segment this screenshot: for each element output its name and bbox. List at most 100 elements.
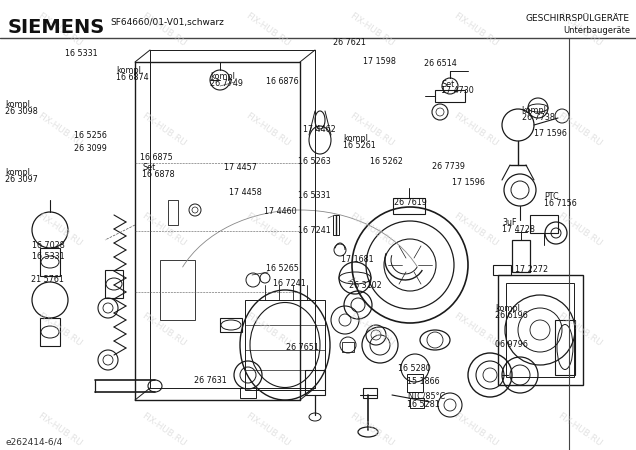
Bar — [160, 260, 195, 320]
Text: 17 4728: 17 4728 — [502, 225, 536, 234]
Text: kompl.: kompl. — [210, 72, 237, 81]
Text: FIX-HUB.RU: FIX-HUB.RU — [349, 12, 396, 49]
Text: 17 4730: 17 4730 — [441, 86, 474, 95]
Bar — [555, 320, 575, 375]
Text: 16 5262: 16 5262 — [370, 158, 403, 166]
Text: e262414-6/4: e262414-6/4 — [6, 437, 63, 446]
Bar — [410, 398, 424, 408]
Text: 26 6514: 26 6514 — [424, 59, 456, 68]
Bar — [105, 270, 123, 298]
Text: 26 3099: 26 3099 — [74, 144, 107, 153]
Text: 17 1681: 17 1681 — [341, 255, 373, 264]
Bar — [498, 275, 583, 385]
Text: 17 1596: 17 1596 — [452, 178, 485, 187]
Text: kompl.: kompl. — [522, 106, 549, 115]
Text: FIX-HUB.RU: FIX-HUB.RU — [36, 12, 84, 49]
Text: 16 6874: 16 6874 — [116, 73, 148, 82]
Text: 16 5331: 16 5331 — [32, 252, 65, 261]
Text: 16 5265: 16 5265 — [266, 264, 299, 273]
Text: FIX-HUB.RU: FIX-HUB.RU — [556, 311, 604, 348]
Bar — [530, 215, 558, 233]
Bar — [493, 265, 511, 275]
Text: FIX-HUB.RU: FIX-HUB.RU — [452, 12, 500, 49]
Text: FIX-HUB.RU: FIX-HUB.RU — [556, 112, 604, 148]
Text: FIX-HUB.RU: FIX-HUB.RU — [556, 12, 604, 49]
Bar — [305, 370, 325, 395]
Text: 17 1596: 17 1596 — [534, 129, 567, 138]
Bar — [512, 240, 530, 272]
Text: FIX-HUB.RU: FIX-HUB.RU — [349, 411, 396, 449]
Text: FIX-HUB.RU: FIX-HUB.RU — [452, 311, 500, 348]
Text: 16 5331: 16 5331 — [298, 191, 330, 200]
Text: FIX-HUB.RU: FIX-HUB.RU — [556, 212, 604, 248]
Text: 26 7621: 26 7621 — [333, 38, 366, 47]
Text: FIX-HUB.RU: FIX-HUB.RU — [141, 411, 188, 449]
Text: FIX-HUB.RU: FIX-HUB.RU — [349, 112, 396, 148]
Text: FIX-HUB.RU: FIX-HUB.RU — [244, 311, 292, 348]
Text: kompl.: kompl. — [116, 66, 143, 75]
Text: SIEMENS: SIEMENS — [8, 18, 105, 37]
Bar — [168, 200, 178, 225]
Text: Unterbaugeräte: Unterbaugeräte — [563, 26, 630, 35]
Bar — [407, 374, 423, 392]
Text: 3uF: 3uF — [502, 218, 517, 227]
Text: FIX-HUB.RU: FIX-HUB.RU — [36, 112, 84, 148]
Text: FIX-HUB.RU: FIX-HUB.RU — [141, 112, 188, 148]
Text: kompl.: kompl. — [495, 304, 522, 313]
Bar — [342, 342, 354, 352]
Bar — [40, 248, 60, 276]
Text: 16 7028: 16 7028 — [32, 241, 65, 250]
Text: FIX-HUB.RU: FIX-HUB.RU — [244, 212, 292, 248]
Text: FIX-HUB.RU: FIX-HUB.RU — [244, 12, 292, 49]
Text: FIX-HUB.RU: FIX-HUB.RU — [349, 311, 396, 348]
Bar — [245, 300, 325, 390]
Text: 26 7631: 26 7631 — [194, 376, 226, 385]
Text: 17 4458: 17 4458 — [229, 188, 261, 197]
Text: 16 7241: 16 7241 — [273, 279, 306, 288]
Bar — [393, 198, 425, 214]
Text: 16 5263: 16 5263 — [298, 157, 330, 166]
Text: 16 5256: 16 5256 — [74, 130, 107, 140]
Text: 15 1866: 15 1866 — [407, 377, 439, 386]
Text: 16 6876: 16 6876 — [266, 77, 298, 86]
Text: FIX-HUB.RU: FIX-HUB.RU — [452, 212, 500, 248]
Bar — [506, 283, 574, 377]
Text: 16 5281: 16 5281 — [407, 400, 439, 409]
Text: 21 5761: 21 5761 — [31, 274, 64, 284]
Text: 26 7739: 26 7739 — [432, 162, 466, 171]
Text: 26 3098: 26 3098 — [5, 107, 38, 116]
Text: 16 5261: 16 5261 — [343, 141, 376, 150]
Text: kompl.: kompl. — [5, 100, 32, 109]
Text: FIX-HUB.RU: FIX-HUB.RU — [244, 411, 292, 449]
Text: Set: Set — [441, 80, 455, 89]
Text: 16 7156: 16 7156 — [544, 199, 577, 208]
Text: PTC: PTC — [544, 192, 559, 201]
Bar — [40, 318, 60, 346]
Text: 26 7651: 26 7651 — [286, 343, 319, 352]
Bar — [240, 388, 256, 398]
Text: FIX-HUB.RU: FIX-HUB.RU — [141, 12, 188, 49]
Text: FIX-HUB.RU: FIX-HUB.RU — [452, 112, 500, 148]
Text: 16 5280: 16 5280 — [398, 364, 431, 373]
Text: FIX-HUB.RU: FIX-HUB.RU — [36, 212, 84, 248]
Text: 06 9796: 06 9796 — [495, 340, 528, 349]
Bar — [220, 318, 242, 332]
Text: NTC/85°C: NTC/85°C — [407, 392, 445, 400]
Text: 26 7749: 26 7749 — [210, 79, 243, 88]
Text: FIX-HUB.RU: FIX-HUB.RU — [36, 311, 84, 348]
Text: FIX-HUB.RU: FIX-HUB.RU — [141, 311, 188, 348]
Bar — [363, 388, 377, 398]
Text: 16 6878: 16 6878 — [142, 170, 175, 179]
Text: SF64660/01-V01,schwarz: SF64660/01-V01,schwarz — [110, 18, 224, 27]
Text: 17 4460: 17 4460 — [264, 207, 296, 216]
Text: 26 3097: 26 3097 — [5, 175, 38, 184]
Text: 16 5331: 16 5331 — [65, 50, 97, 58]
Text: 16 7241: 16 7241 — [298, 226, 330, 235]
Text: FIX-HUB.RU: FIX-HUB.RU — [452, 411, 500, 449]
Text: FIX-HUB.RU: FIX-HUB.RU — [349, 212, 396, 248]
Text: 17 4462: 17 4462 — [303, 125, 335, 134]
Text: Set: Set — [142, 163, 156, 172]
Text: 16 6875: 16 6875 — [140, 153, 172, 162]
Text: 26 7738: 26 7738 — [522, 112, 555, 122]
Text: 17 4457: 17 4457 — [224, 163, 257, 172]
